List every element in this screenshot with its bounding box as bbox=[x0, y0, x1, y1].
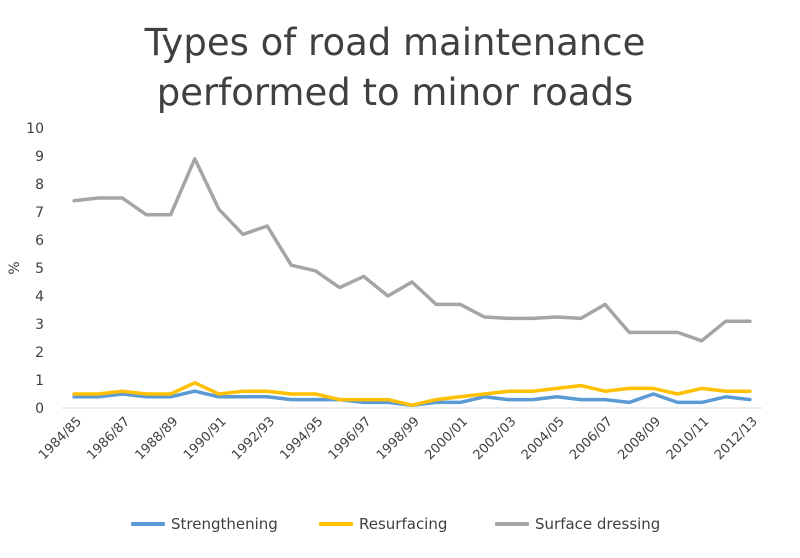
x-tick-label: 2002/03 bbox=[471, 414, 520, 463]
legend-item-strengthening: Strengthening bbox=[131, 512, 278, 536]
y-tick-label: 2 bbox=[35, 345, 44, 361]
series-lines bbox=[72, 157, 752, 407]
legend: Strengthening Resurfacing Surface dressi… bbox=[0, 512, 800, 536]
y-axis-ticks: 0 1 2 3 4 5 6 7 8 9 10 bbox=[26, 121, 44, 417]
x-tick-label: 1996/97 bbox=[326, 414, 375, 463]
legend-label-surface-dressing: Surface dressing bbox=[535, 515, 661, 533]
x-tick-label: 1986/87 bbox=[84, 414, 133, 463]
y-tick-label: 0 bbox=[35, 401, 44, 417]
legend-swatch-resurfacing bbox=[319, 522, 353, 526]
x-tick-label: 1984/85 bbox=[36, 414, 85, 463]
y-tick-label: 4 bbox=[35, 289, 44, 305]
y-axis-label: % bbox=[7, 261, 23, 274]
y-tick-label: 7 bbox=[35, 205, 44, 221]
legend-label-resurfacing: Resurfacing bbox=[359, 515, 448, 533]
x-tick-label: 2008/09 bbox=[615, 414, 664, 463]
legend-item-surface-dressing: Surface dressing bbox=[495, 512, 660, 536]
y-tick-label: 10 bbox=[26, 121, 44, 137]
x-tick-label: 2000/01 bbox=[422, 414, 471, 463]
legend-swatch-surface-dressing bbox=[495, 522, 529, 526]
y-tick-label: 5 bbox=[35, 261, 44, 277]
y-tick-label: 8 bbox=[35, 177, 44, 193]
legend-item-resurfacing: Resurfacing bbox=[319, 512, 447, 536]
x-tick-label: 2012/13 bbox=[712, 414, 761, 463]
x-tick-label: 1994/95 bbox=[277, 414, 326, 463]
x-tick-label: 2004/05 bbox=[519, 414, 568, 463]
x-tick-label: 2006/07 bbox=[567, 414, 616, 463]
chart-title-line-2: performed to minor roads bbox=[156, 71, 634, 114]
y-tick-label: 6 bbox=[35, 233, 44, 249]
chart-title: Types of road maintenance performed to m… bbox=[0, 18, 790, 118]
x-tick-label: 1990/91 bbox=[181, 414, 230, 463]
x-tick-label: 1988/89 bbox=[133, 414, 182, 463]
series-line-surface-dressing bbox=[72, 157, 752, 343]
series-line-resurfacing bbox=[72, 381, 752, 407]
legend-label-strengthening: Strengthening bbox=[171, 515, 278, 533]
x-axis-ticks: 1984/85 1986/87 1988/89 1990/91 1992/93 1994/… bbox=[36, 414, 761, 463]
x-tick-label: 1992/93 bbox=[229, 414, 278, 463]
x-tick-label: 2010/11 bbox=[664, 414, 713, 463]
y-tick-label: 3 bbox=[35, 317, 44, 333]
y-tick-label: 9 bbox=[35, 149, 44, 165]
legend-swatch-strengthening bbox=[131, 522, 165, 526]
y-tick-label: 1 bbox=[35, 373, 44, 389]
chart-title-line-1: Types of road maintenance bbox=[144, 21, 646, 64]
x-tick-label: 1998/99 bbox=[374, 414, 423, 463]
